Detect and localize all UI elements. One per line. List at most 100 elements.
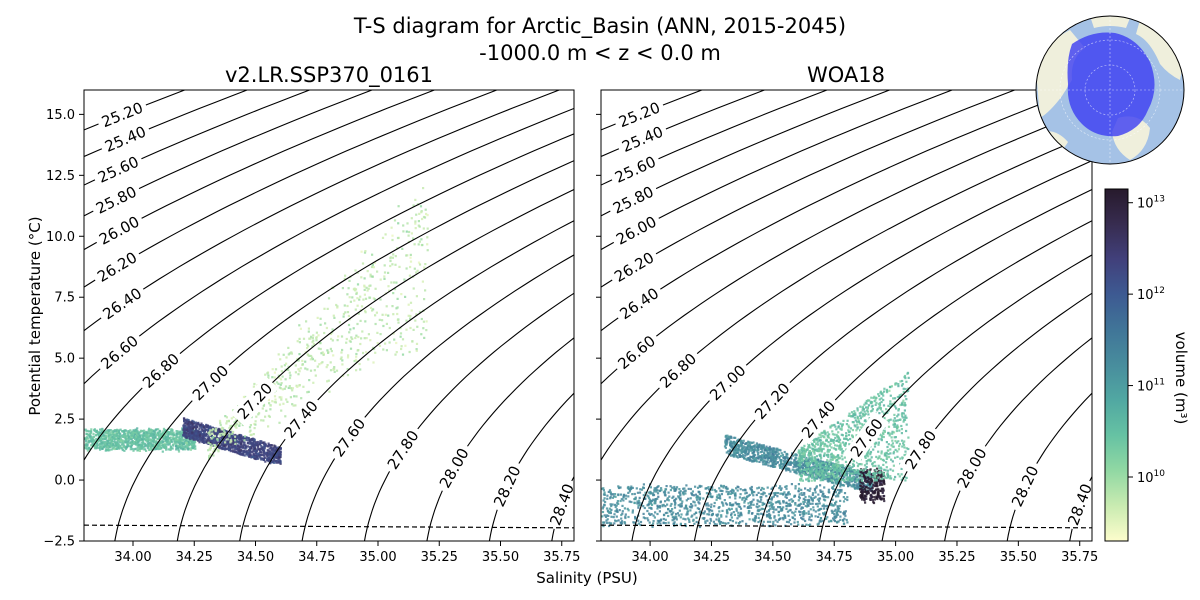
- volume-cell: [707, 507, 710, 511]
- volume-cell: [724, 434, 728, 437]
- volume-cell: [372, 361, 375, 364]
- volume-cell: [188, 421, 191, 424]
- volume-cell: [257, 445, 260, 449]
- volume-cell: [426, 243, 429, 246]
- volume-cell: [234, 425, 237, 428]
- volume-cell: [729, 443, 732, 446]
- volume-cell: [758, 445, 761, 448]
- volume-cell: [679, 522, 682, 525]
- volume-cell: [404, 344, 407, 347]
- volume-cell: [662, 521, 665, 524]
- volume-cell: [154, 448, 157, 451]
- volume-cell: [627, 485, 630, 489]
- volume-cell: [422, 327, 425, 330]
- volume-cell: [617, 486, 621, 490]
- volume-cell: [267, 449, 270, 453]
- volume-cell: [767, 464, 770, 467]
- volume-cell: [650, 502, 653, 505]
- volume-cell: [717, 513, 720, 516]
- volume-cell: [780, 466, 783, 469]
- volume-cell: [414, 198, 417, 201]
- volume-cell: [346, 304, 349, 308]
- volume-cell: [744, 449, 747, 452]
- volume-cell: [608, 489, 612, 492]
- volume-cell: [190, 435, 193, 438]
- volume-cell: [758, 460, 761, 463]
- volume-cell: [601, 487, 604, 490]
- volume-cell: [355, 352, 358, 356]
- volume-cell: [771, 461, 774, 464]
- volume-cell: [615, 520, 618, 523]
- volume-cell: [713, 522, 716, 526]
- volume-cell: [653, 490, 656, 493]
- volume-cell: [184, 421, 188, 424]
- volume-cell: [709, 508, 712, 511]
- volume-cell: [100, 440, 103, 443]
- volume-cell: [311, 358, 314, 361]
- volume-cell: [737, 486, 740, 489]
- volume-cell: [312, 334, 315, 337]
- volume-cell: [689, 509, 692, 512]
- volume-cell: [85, 444, 88, 447]
- volume-cell: [858, 478, 861, 481]
- volume-cell: [648, 500, 651, 504]
- volume-cell: [249, 424, 252, 427]
- volume-cell: [814, 495, 817, 498]
- volume-cell: [195, 430, 198, 433]
- volume-cell: [661, 505, 664, 508]
- volume-cell: [679, 516, 682, 519]
- volume-cell: [817, 522, 820, 525]
- volume-cell: [270, 453, 273, 456]
- volume-cell: [412, 328, 415, 331]
- volume-cell: [638, 496, 641, 499]
- volume-cell: [610, 504, 613, 508]
- volume-cell: [725, 485, 728, 489]
- volume-cell: [768, 445, 771, 448]
- volume-cell: [145, 431, 148, 434]
- volume-cell: [188, 424, 191, 427]
- volume-cell: [726, 503, 729, 506]
- volume-cell: [186, 423, 189, 426]
- volume-cell: [242, 450, 245, 453]
- volume-cell: [423, 266, 426, 269]
- volume-cell: [420, 211, 423, 214]
- volume-cell: [269, 404, 272, 407]
- volume-cell: [216, 438, 219, 442]
- volume-cell: [831, 511, 834, 514]
- volume-cell: [634, 497, 637, 500]
- volume-cell: [771, 455, 774, 458]
- volume-cell: [666, 498, 669, 501]
- volume-cell: [739, 513, 742, 516]
- volume-cell: [735, 451, 739, 454]
- volume-cell: [749, 441, 752, 444]
- volume-cell: [121, 435, 124, 438]
- volume-cell: [650, 507, 653, 510]
- volume-cell: [721, 521, 724, 524]
- volume-cell: [228, 426, 231, 430]
- volume-cell: [279, 358, 282, 361]
- volume-cell: [793, 494, 796, 497]
- volume-cell: [731, 520, 734, 523]
- volume-cell: [169, 446, 172, 449]
- volume-cell: [698, 485, 701, 488]
- volume-cell: [787, 491, 790, 495]
- volume-cell: [730, 507, 733, 510]
- volume-cell: [734, 501, 737, 504]
- volume-cell: [350, 336, 353, 339]
- volume-cell: [329, 369, 333, 372]
- volume-cell: [128, 445, 131, 448]
- volume-cell: [139, 436, 142, 439]
- volume-cell: [129, 448, 132, 451]
- volume-cell: [630, 500, 633, 504]
- volume-cell: [831, 498, 834, 501]
- volume-cell: [718, 496, 721, 499]
- volume-cell: [176, 430, 179, 433]
- volume-cell: [226, 435, 229, 438]
- volume-cell: [218, 433, 222, 436]
- volume-cell: [185, 423, 188, 426]
- volume-cell: [418, 212, 421, 215]
- volume-cell: [766, 520, 770, 523]
- volume-cell: [99, 443, 102, 446]
- volume-cell: [653, 502, 656, 505]
